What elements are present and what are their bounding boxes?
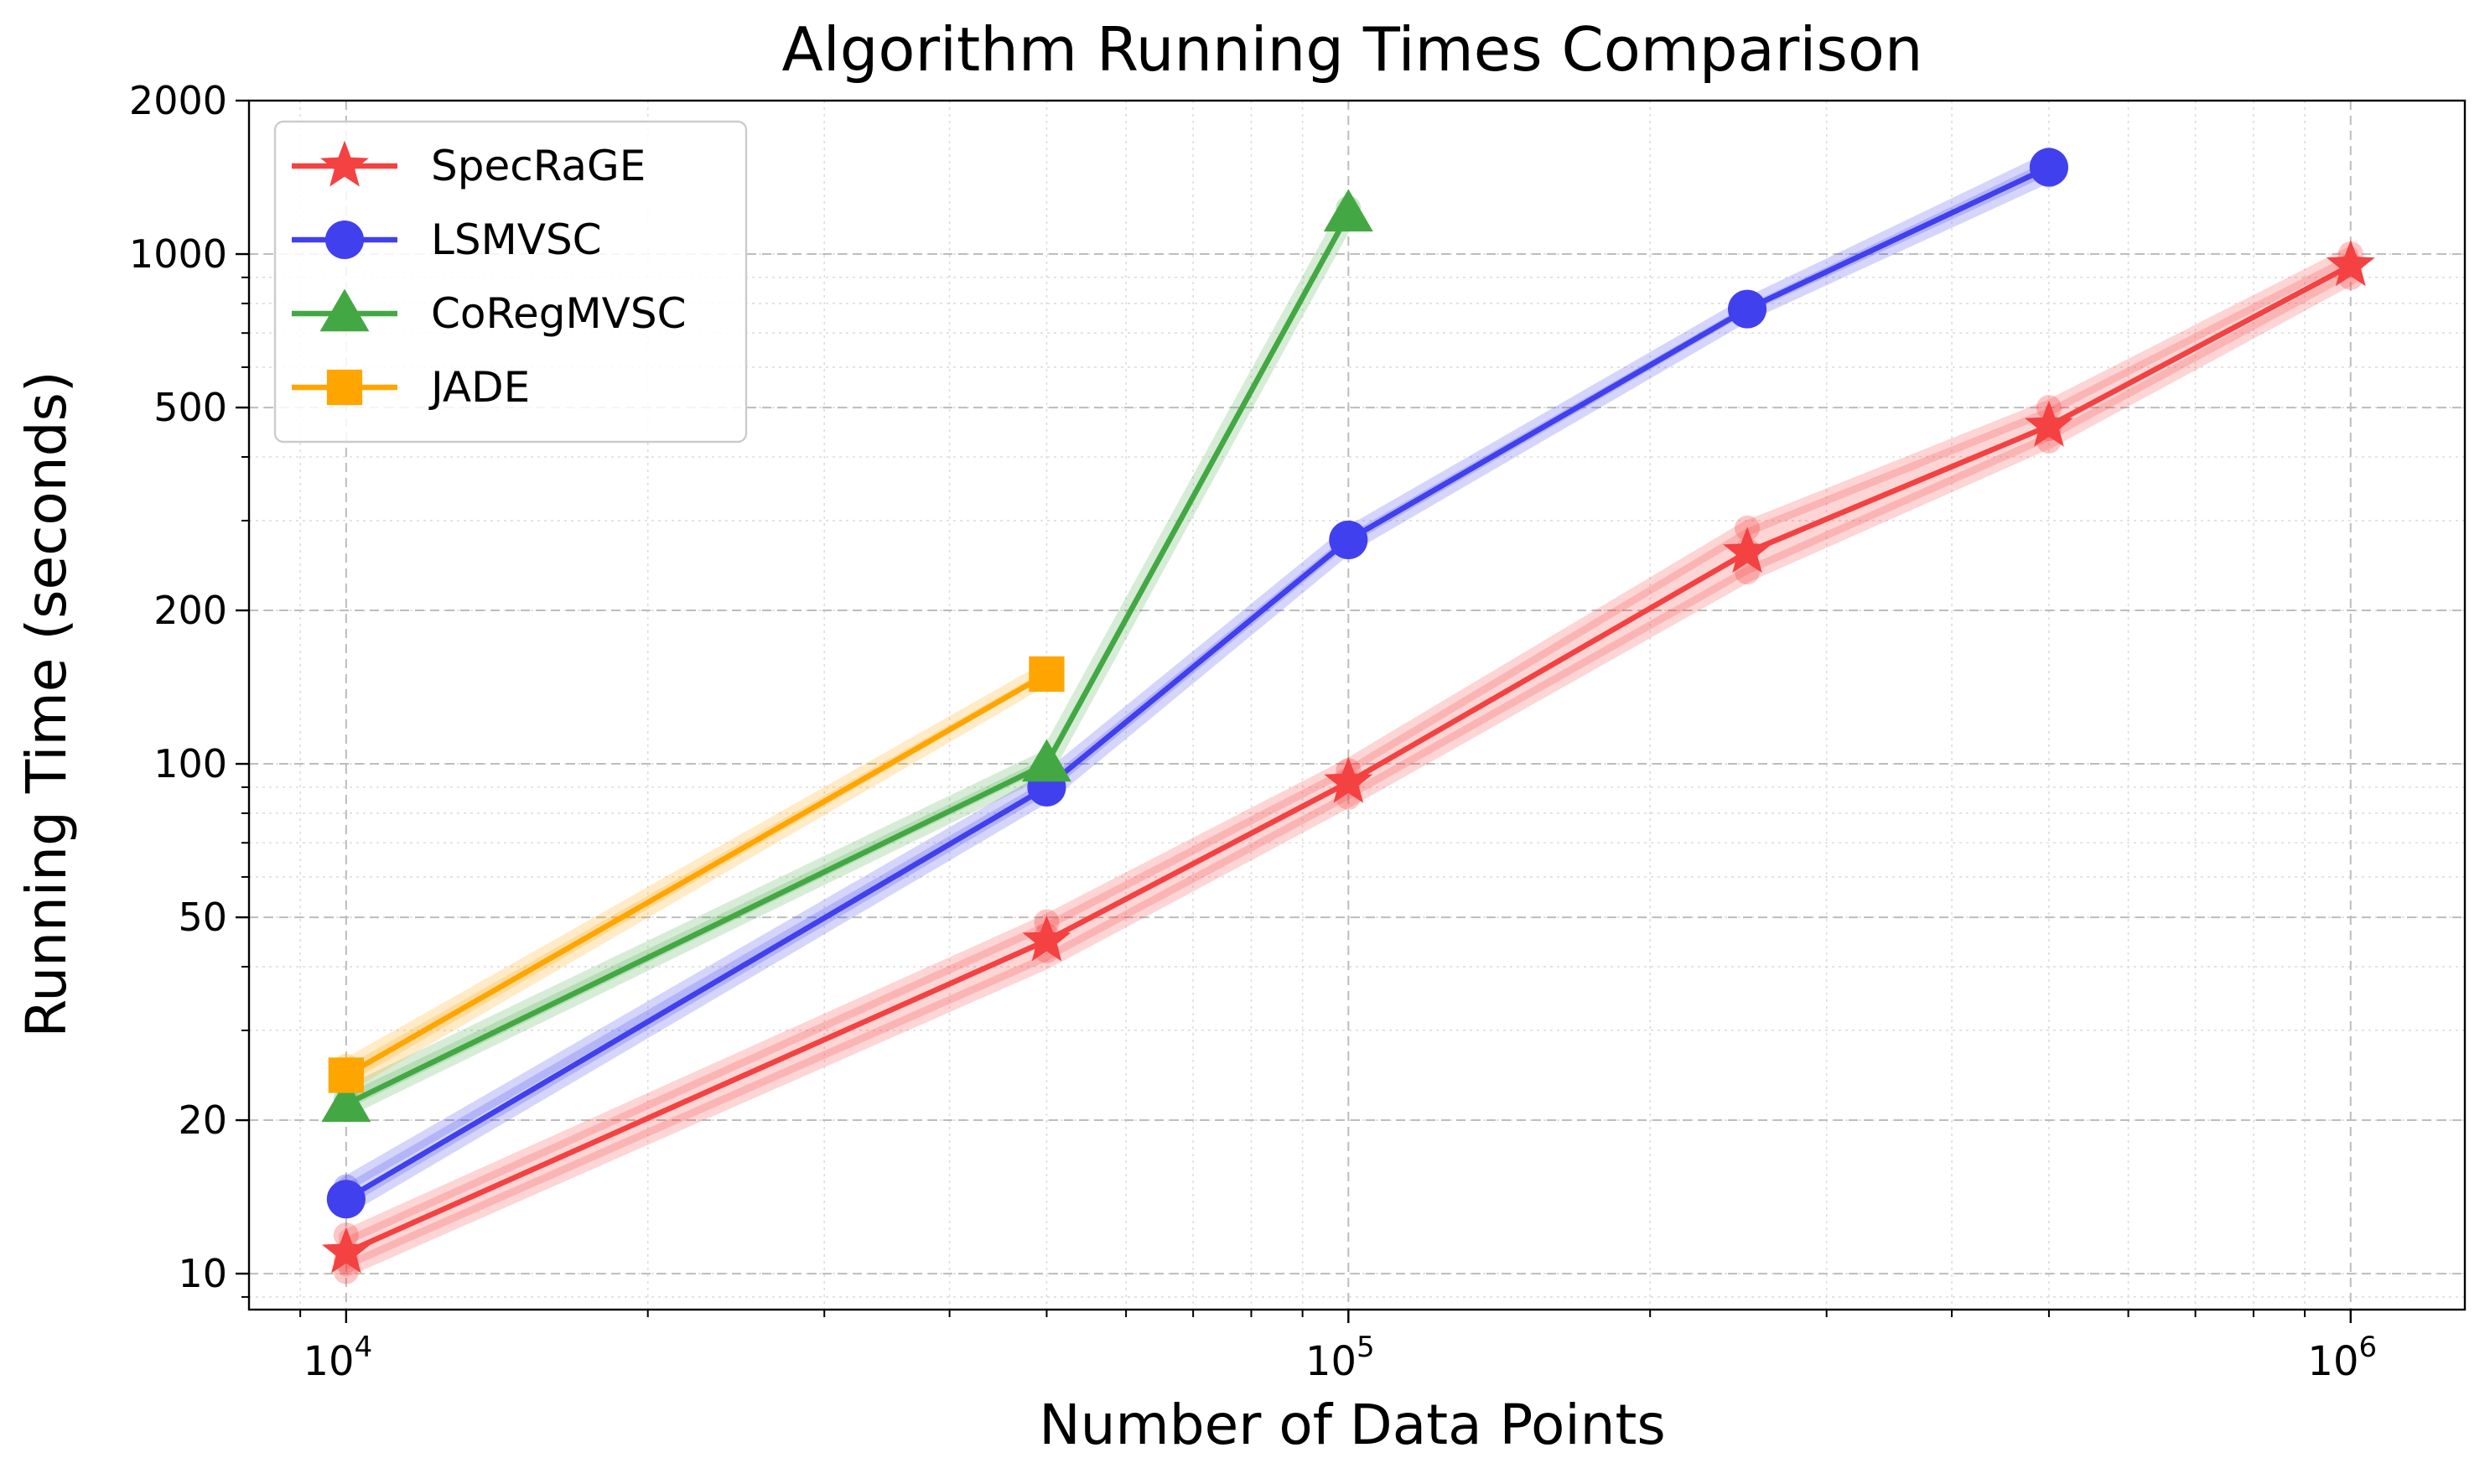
lsmvsc-data-point bbox=[1728, 289, 1767, 329]
y-tick-label: 500 bbox=[153, 385, 227, 430]
x-tick-label: 106 bbox=[2307, 1331, 2377, 1385]
lsmvsc-data-point bbox=[1329, 520, 1368, 559]
specrage-data-point bbox=[1723, 527, 1772, 573]
specrage-data-point bbox=[321, 1227, 371, 1274]
lsmvsc-data-point bbox=[326, 1180, 366, 1219]
legend-label-specrage: SpecRaGE bbox=[431, 142, 646, 190]
axis-ticks bbox=[236, 99, 2352, 1323]
legend-marker-lsmvsc bbox=[324, 220, 365, 260]
x-tick-label-base: 10 bbox=[2307, 1338, 2358, 1385]
plot-frame bbox=[247, 99, 2467, 1311]
specrage-data-point bbox=[1324, 756, 1373, 803]
series-markers bbox=[321, 148, 2375, 1274]
specrage-data-point bbox=[2025, 400, 2073, 447]
coregmvsc-data-point bbox=[1022, 739, 1071, 782]
jade-data-point bbox=[1029, 656, 1065, 693]
legend-marker-jade bbox=[326, 369, 363, 406]
legend-label-jade: JADE bbox=[428, 363, 530, 412]
chart-title: Algorithm Running Times Comparison bbox=[781, 14, 1922, 85]
legend-marker-coregmvsc bbox=[319, 288, 370, 332]
jade-line bbox=[343, 671, 1050, 1078]
coregmvsc-data-point bbox=[321, 1079, 371, 1123]
x-tick-label-exponent: 5 bbox=[1357, 1331, 1375, 1364]
y-tick-label: 1000 bbox=[129, 231, 227, 277]
x-tick-label-base: 10 bbox=[303, 1338, 354, 1385]
x-tick-label: 105 bbox=[1305, 1331, 1375, 1385]
specrage-data-point bbox=[1022, 915, 1071, 962]
y-tick-label: 20 bbox=[178, 1097, 227, 1143]
y-tick-label: 2000 bbox=[129, 78, 227, 123]
specrage-line bbox=[343, 262, 2354, 1256]
x-tick-label: 104 bbox=[303, 1331, 372, 1385]
legend-label-coregmvsc: CoRegMVSC bbox=[431, 289, 687, 338]
lsmvsc-data-point bbox=[2029, 148, 2068, 187]
legend-marker-specrage bbox=[320, 140, 369, 187]
coregmvsc-data-point bbox=[1323, 189, 1373, 232]
y-tick-label: 200 bbox=[153, 588, 227, 633]
legend: SpecRaGE LSMVSC CoRegMVSC JADE bbox=[273, 120, 748, 444]
legend-label-lsmvsc: LSMVSC bbox=[431, 215, 602, 264]
x-axis-label: Number of Data Points bbox=[1039, 1393, 1666, 1457]
x-tick-label-base: 10 bbox=[1305, 1338, 1357, 1385]
x-tick-label-exponent: 4 bbox=[355, 1331, 373, 1364]
major-grid bbox=[249, 101, 2465, 1310]
jade-data-point bbox=[328, 1057, 364, 1093]
y-tick-label: 50 bbox=[178, 895, 227, 940]
y-axis-label: Running Time (seconds) bbox=[14, 371, 79, 1037]
specrage-data-point bbox=[2326, 240, 2375, 287]
legend-box bbox=[273, 120, 748, 444]
x-tick-label-exponent: 6 bbox=[2359, 1331, 2378, 1364]
y-tick-label: 100 bbox=[153, 741, 227, 786]
y-tick-label: 10 bbox=[178, 1251, 227, 1296]
